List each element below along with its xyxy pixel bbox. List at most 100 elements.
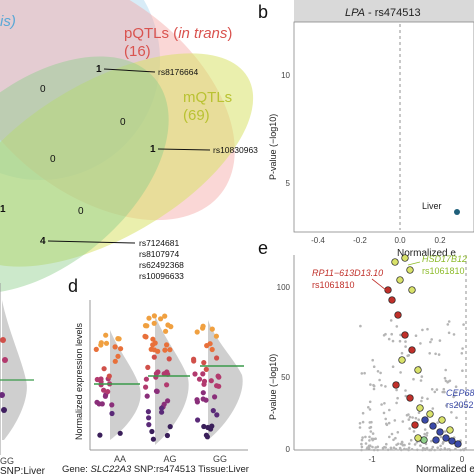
xticks-b: -0.4 -0.2 0.0 0.2 [311, 236, 446, 245]
highlight-point [448, 437, 456, 445]
background-point [369, 383, 372, 386]
background-point [434, 352, 437, 356]
background-point [361, 420, 365, 424]
background-point [360, 448, 363, 452]
venn-count: 0 [50, 154, 56, 165]
highlight-point [421, 416, 429, 424]
background-point [368, 426, 372, 430]
background-point [372, 384, 376, 388]
background-point [407, 448, 410, 452]
expression-dot [151, 347, 157, 353]
background-point [456, 403, 459, 407]
background-point [460, 405, 464, 408]
background-point [446, 323, 450, 326]
xtick-label: -1 [368, 455, 376, 464]
expression-dot [102, 393, 108, 399]
background-point [431, 445, 435, 449]
expression-dot [165, 322, 171, 328]
expression-dot [159, 409, 165, 415]
background-point [442, 387, 446, 391]
highlight-point [432, 436, 440, 444]
expression-dot [207, 341, 213, 347]
expression-dot [146, 415, 152, 421]
venn-count: 4 [40, 236, 46, 247]
highlight-point [401, 331, 409, 339]
background-point [364, 435, 367, 439]
highlight-point [442, 434, 450, 442]
background-point [447, 331, 451, 335]
annotation-red: RP11−613D13.10 rs1061810 [312, 268, 387, 291]
panel-letter-e: e [258, 238, 268, 258]
background-point [392, 438, 395, 442]
background-point [382, 411, 386, 415]
ylabel-b: P-value (−log10) [268, 114, 278, 180]
background-point [360, 445, 364, 449]
violin-c [2, 300, 27, 440]
expression-dot [101, 387, 107, 393]
expression-dot [167, 424, 173, 430]
expression-dot [203, 432, 209, 438]
expression-dot [209, 346, 215, 353]
background-point [381, 446, 385, 450]
expression-dot [164, 382, 170, 388]
background-point [374, 446, 378, 449]
background-point [420, 375, 424, 378]
background-point [371, 432, 375, 435]
expression-dot [106, 373, 112, 379]
background-point [384, 417, 388, 421]
background-point [454, 447, 457, 451]
expression-dot [210, 408, 216, 414]
expression-dot [163, 328, 169, 334]
background-point [404, 345, 407, 348]
expression-dot [105, 389, 111, 395]
expression-dot [98, 342, 104, 348]
expression-dot [150, 436, 156, 442]
background-point [408, 415, 412, 419]
expression-dot [209, 423, 215, 429]
snp-label-green: rs1061810 [422, 266, 465, 276]
background-point [371, 438, 375, 442]
background-point [400, 351, 404, 355]
expression-dot [212, 394, 218, 400]
xlabel-d: Gene: SLC22A3 SNP:rs474513 Tissue:Liver [62, 464, 249, 474]
expression-dot [150, 336, 156, 342]
highlight-point [406, 266, 414, 274]
expression-dot [194, 329, 200, 335]
highlight-point [446, 426, 454, 434]
background-point [364, 442, 368, 445]
expression-dot [143, 384, 149, 390]
venn-count: 0 [40, 84, 46, 95]
expression-dot [201, 423, 207, 430]
snp-label: rs10096633 [139, 271, 184, 281]
expression-dot [216, 383, 222, 389]
mqtl-count: (69) [183, 107, 210, 124]
background-point [358, 426, 362, 429]
background-point [423, 428, 427, 431]
expression-dot [167, 347, 173, 353]
expression-dot [162, 347, 168, 353]
expression-dot [145, 409, 151, 415]
background-point [452, 333, 456, 336]
background-point [376, 445, 380, 449]
snp-label: rs8176664 [158, 67, 198, 77]
background-point [428, 352, 432, 355]
highlight-point [426, 410, 434, 418]
highlight-point [436, 428, 444, 436]
highlight-point [406, 394, 414, 402]
xlabel-c: SNP:Liver [0, 466, 46, 474]
venn-count: 0 [78, 206, 84, 217]
background-point [395, 401, 398, 405]
expression-dot [203, 366, 209, 372]
expression-dot [112, 344, 118, 350]
background-point [368, 421, 372, 424]
background-point [367, 406, 370, 409]
background-point [417, 411, 421, 415]
background-point [425, 434, 429, 437]
background-point [382, 334, 386, 337]
background-point [414, 334, 418, 338]
panel-letter-b: b [258, 2, 268, 22]
background-point [384, 385, 387, 388]
expression-dot [116, 336, 122, 342]
background-point [436, 421, 439, 425]
expression-dot [149, 428, 155, 435]
